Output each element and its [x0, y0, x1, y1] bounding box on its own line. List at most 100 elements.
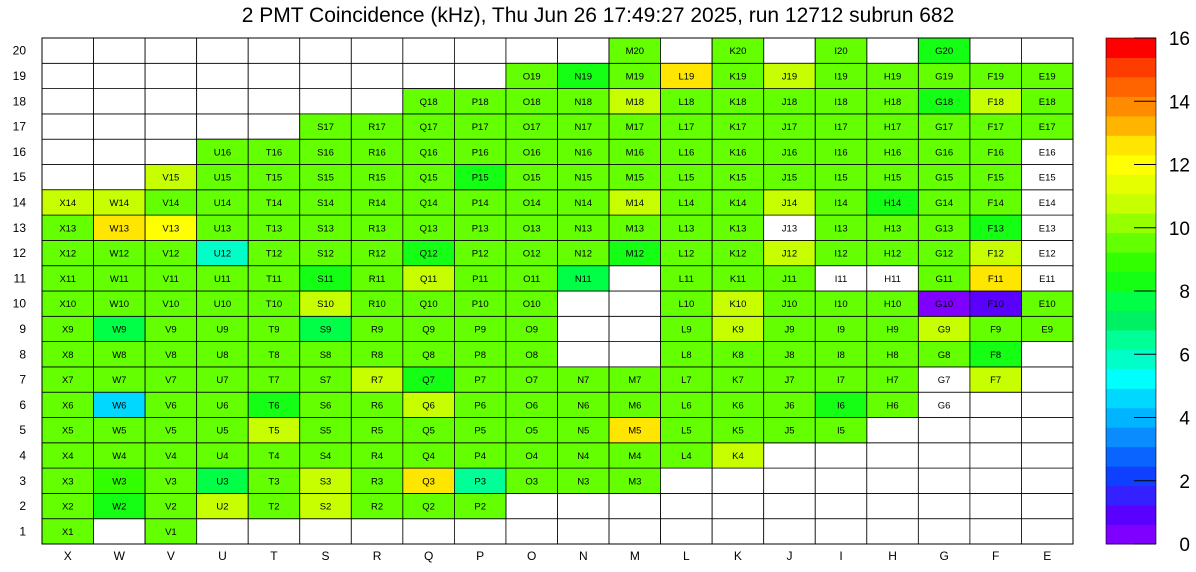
empty-cell [196, 88, 249, 115]
heatmap-cell-U16 [196, 138, 249, 165]
heatmap-cell-E12 [1021, 239, 1074, 267]
cell-label-E19: E19 [1039, 71, 1056, 82]
heatmap-cell-T11 [247, 265, 301, 292]
y-tick-label: 13 [13, 221, 27, 235]
heatmap-cell-H17 [866, 113, 919, 140]
heatmap-cell-U5 [196, 417, 249, 444]
heatmap-cell-O16 [505, 138, 558, 165]
heatmap-cell-E15 [1021, 164, 1074, 191]
cell-label-L8: L8 [681, 350, 692, 361]
colorbar-tick-label: 16 [1169, 29, 1190, 50]
heatmap-cell-T12 [247, 239, 301, 267]
heatmap-cell-I11 [814, 265, 868, 292]
cell-label-F12: F12 [987, 249, 1003, 260]
cell-label-K9: K9 [732, 324, 744, 335]
cell-label-P14: P14 [472, 198, 489, 209]
cell-label-P2: P2 [474, 502, 486, 513]
empty-cell [299, 88, 352, 115]
heatmap-cell-L13 [660, 214, 713, 241]
heatmap-cell-H9 [866, 315, 919, 342]
heatmap-cell-V10 [144, 290, 198, 317]
heatmap-cell-K10 [711, 290, 765, 317]
cell-label-R7: R7 [371, 375, 383, 386]
heatmap-cell-U4 [196, 442, 249, 469]
cell-label-N4: N4 [577, 451, 589, 462]
empty-cell [41, 138, 94, 165]
cell-label-T8: T8 [268, 350, 279, 361]
heatmap-cell-I9 [814, 315, 868, 342]
cell-label-R5: R5 [371, 426, 383, 437]
colorbar-tick-label: 0 [1179, 535, 1190, 556]
heatmap-cell-P17 [453, 113, 507, 140]
cell-label-R11: R11 [369, 274, 386, 285]
cell-label-J9: J9 [784, 324, 794, 335]
colorbar-tick-label: 12 [1169, 156, 1190, 177]
cell-label-P5: P5 [474, 426, 486, 437]
colorbar-swatch [1106, 174, 1156, 195]
heatmap-cell-R7 [350, 366, 404, 393]
cell-label-J10: J10 [782, 299, 797, 310]
cell-label-L10: L10 [678, 299, 694, 310]
empty-cell [402, 62, 455, 89]
x-tick-label: H [888, 549, 897, 563]
colorbar-swatch [1106, 524, 1156, 545]
heatmap-cell-G15 [917, 164, 971, 191]
colorbar-swatch [1106, 57, 1156, 78]
cell-label-P4: P4 [474, 451, 486, 462]
cell-label-F11: F11 [988, 274, 1004, 285]
y-tick-label: 15 [13, 170, 27, 184]
cell-label-F8: F8 [990, 350, 1001, 361]
heatmap-cell-H14 [866, 189, 919, 216]
heatmap-cell-R4 [350, 442, 404, 469]
heatmap-cell-P8 [453, 341, 507, 368]
heatmap-cell-S2 [299, 492, 352, 520]
cell-label-E13: E13 [1039, 223, 1056, 234]
heatmap-cell-H19 [866, 62, 919, 89]
empty-cell [557, 315, 610, 342]
cell-label-W7: W7 [112, 375, 126, 386]
cell-label-G17: G17 [935, 122, 953, 133]
cell-label-V13: V13 [162, 223, 179, 234]
cell-label-W13: W13 [110, 223, 130, 234]
cell-label-K6: K6 [732, 400, 744, 411]
cell-label-I20: I20 [834, 46, 847, 57]
cell-label-F17: F17 [987, 122, 1003, 133]
y-tick-label: 10 [13, 297, 27, 311]
cell-label-L12: L12 [678, 249, 694, 260]
cell-label-S17: S17 [317, 122, 334, 133]
cell-label-V3: V3 [165, 476, 177, 487]
cell-label-U13: U13 [214, 223, 231, 234]
cell-label-Q12: Q12 [420, 249, 438, 260]
heatmap-cell-I20 [814, 37, 868, 64]
empty-cell [41, 113, 94, 140]
cell-label-Q17: Q17 [420, 122, 438, 133]
empty-cell [917, 518, 971, 545]
colorbar-swatch [1106, 135, 1156, 156]
x-tick-label: E [1043, 549, 1051, 563]
empty-cell [608, 315, 661, 342]
cell-label-N5: N5 [577, 426, 589, 437]
cell-label-N16: N16 [575, 147, 592, 158]
cell-label-G6: G6 [938, 400, 951, 411]
heatmap-cell-Q5 [402, 417, 455, 444]
heatmap-cell-G12 [917, 239, 971, 267]
plot-frame [41, 37, 1074, 545]
cell-label-O12: O12 [523, 249, 541, 260]
colorbar-tick-label: 2 [1179, 472, 1190, 493]
heatmap-cell-I12 [814, 239, 868, 267]
heatmap-cell-N11 [557, 265, 610, 292]
x-tick-label: P [476, 549, 484, 563]
cell-label-X4: X4 [62, 451, 74, 462]
colorbar-swatch [1106, 213, 1156, 234]
cell-label-H10: H10 [884, 299, 901, 310]
cell-label-Q13: Q13 [420, 223, 438, 234]
empty-cell [711, 492, 765, 520]
colorbar-swatch [1106, 291, 1156, 311]
cell-label-F14: F14 [987, 198, 1003, 209]
heatmap-cell-E14 [1021, 189, 1074, 216]
cell-label-K8: K8 [732, 350, 744, 361]
heatmap-cell-N7 [557, 366, 610, 393]
heatmap-cell-J11 [763, 265, 816, 292]
colorbar-swatch [1106, 96, 1156, 117]
